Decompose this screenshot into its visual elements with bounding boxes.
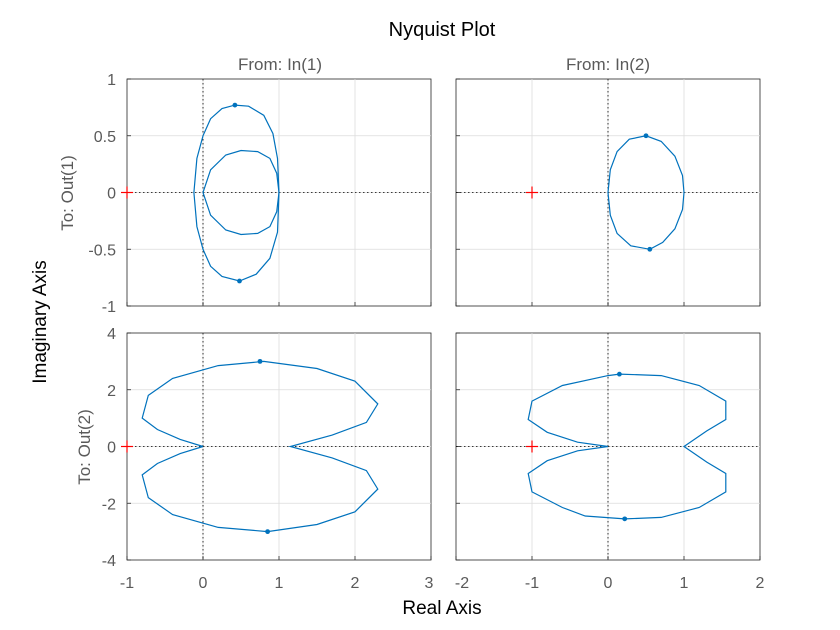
y-tick-label: 0.5 [94,129,116,146]
subplot-r1c1: -1 -0.5 0 0.5 1 [88,72,432,316]
subplot-r1c2 [455,78,761,307]
direction-marker [647,246,653,252]
column-label-in2: From: In(2) [566,55,650,74]
row-label-out2: To: Out(2) [75,409,94,485]
y-tick-label: 0 [107,440,116,457]
nyquist-curve [607,135,685,250]
x-tick-label: -2 [455,575,469,592]
figure-title: Nyquist Plot [389,19,496,41]
y-tick-label: 1 [107,72,116,89]
y-tick-label: 0 [107,186,116,203]
y-tick-label: -0.5 [88,242,116,259]
x-tick-label: 3 [425,575,434,592]
subplot-grid: -1 -0.5 0 0.5 1 -1 0 1 2 3 -4 -2 0 2 4 -2 -1 0 1 2 [88,72,764,592]
column-label-in1: From: In(1) [238,55,322,74]
direction-marker [237,278,242,284]
subplot-r2c2: -2 -1 0 1 2 [455,332,765,592]
x-tick-label: 1 [275,575,284,592]
direction-marker [265,529,270,535]
x-tick-label: 2 [351,575,360,592]
y-axis-label: Imaginary Axis [30,260,51,384]
subplot-r2c1: -1 0 1 2 3 -4 -2 0 2 4 [102,326,434,592]
direction-marker [643,133,649,139]
nyquist-curve [202,149,280,236]
y-tick-label: 2 [107,383,116,400]
y-tick-label: -2 [102,496,116,513]
x-tick-label: 1 [680,575,689,592]
y-tick-label: -1 [102,299,116,316]
direction-marker [257,358,263,364]
nyquist-curve [193,104,280,282]
y-tick-label: 4 [107,326,116,343]
x-axis-label: Real Axis [402,598,481,619]
y-tick-label: -4 [102,553,116,570]
x-tick-label: 0 [199,575,208,592]
direction-marker [232,102,238,108]
row-label-out1: To: Out(1) [58,155,77,231]
direction-marker [617,371,622,377]
x-tick-label: 2 [756,575,765,592]
direction-marker [622,516,628,522]
nyquist-curve [141,360,379,533]
x-tick-label: -1 [120,575,134,592]
x-tick-label: 0 [604,575,613,592]
x-tick-label: -1 [525,575,539,592]
nyquist-curve [527,373,727,520]
